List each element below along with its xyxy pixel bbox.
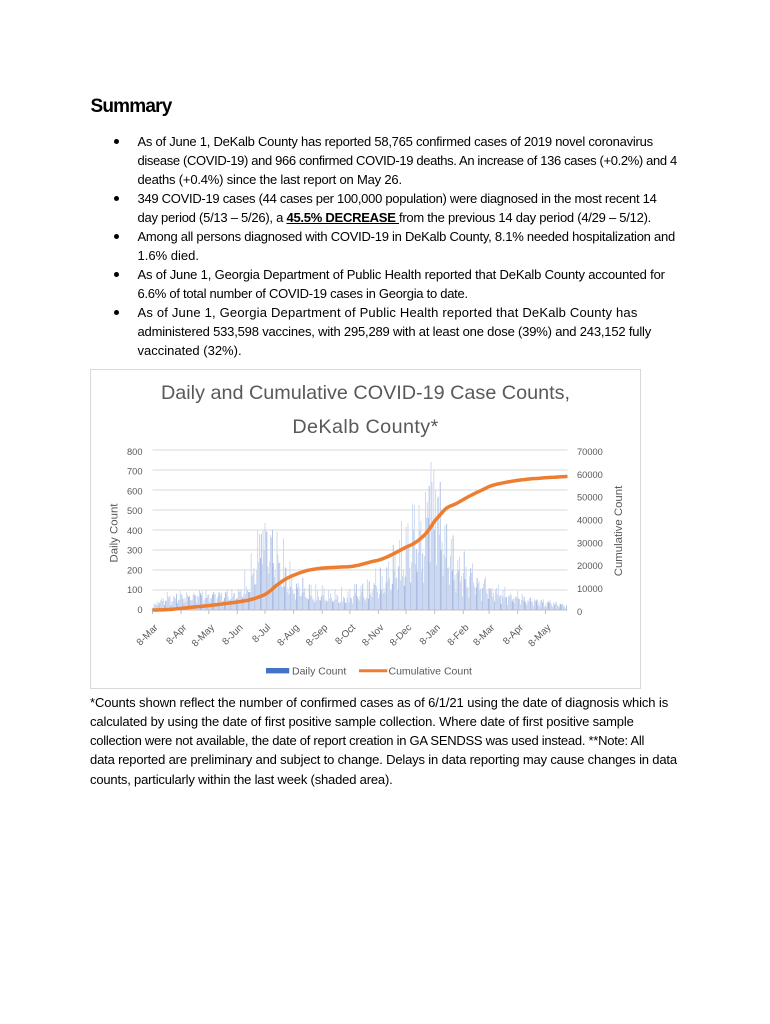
svg-text:600: 600	[127, 486, 143, 496]
svg-text:0: 0	[137, 605, 142, 615]
svg-text:300: 300	[127, 546, 143, 556]
svg-text:8-Dec: 8-Dec	[388, 622, 414, 648]
svg-text:20000: 20000	[577, 561, 603, 571]
svg-text:8-Apr: 8-Apr	[501, 622, 526, 647]
svg-text:40000: 40000	[577, 515, 603, 525]
svg-text:8-Jan: 8-Jan	[418, 622, 443, 647]
svg-text:0: 0	[577, 607, 582, 617]
svg-text:8-Sep: 8-Sep	[304, 622, 331, 649]
svg-text:8-May: 8-May	[526, 622, 553, 649]
svg-text:Daily Count: Daily Count	[109, 503, 121, 563]
svg-text:8-Jun: 8-Jun	[220, 622, 245, 647]
svg-text:500: 500	[127, 506, 143, 516]
svg-text:200: 200	[127, 565, 143, 575]
svg-text:50000: 50000	[577, 493, 603, 503]
svg-text:Daily and Cumulative COVID-19: Daily and Cumulative COVID-19 Case Count…	[161, 382, 570, 404]
svg-text:8-Apr: 8-Apr	[164, 622, 189, 647]
svg-text:100: 100	[127, 585, 143, 595]
svg-text:400: 400	[127, 526, 143, 536]
svg-text:800: 800	[127, 447, 143, 457]
svg-text:70000: 70000	[577, 447, 603, 457]
svg-text:8-Nov: 8-Nov	[360, 622, 386, 648]
svg-text:8-Jul: 8-Jul	[250, 622, 273, 645]
svg-text:8-May: 8-May	[190, 622, 217, 649]
svg-text:Daily Count: Daily Count	[292, 666, 346, 678]
svg-text:10000: 10000	[577, 584, 603, 594]
svg-text:30000: 30000	[577, 538, 603, 548]
svg-text:8-Mar: 8-Mar	[471, 622, 497, 648]
svg-text:Cumulative Count: Cumulative Count	[613, 485, 625, 576]
svg-text:8-Feb: 8-Feb	[446, 622, 472, 648]
svg-text:8-Oct: 8-Oct	[333, 622, 358, 647]
svg-text:DeKalb County*: DeKalb County*	[292, 416, 438, 438]
svg-text:8-Mar: 8-Mar	[135, 622, 161, 648]
svg-text:Cumulative Count: Cumulative Count	[389, 666, 473, 678]
svg-text:700: 700	[127, 467, 143, 477]
svg-text:8-Aug: 8-Aug	[275, 622, 301, 648]
svg-text:60000: 60000	[577, 470, 603, 480]
